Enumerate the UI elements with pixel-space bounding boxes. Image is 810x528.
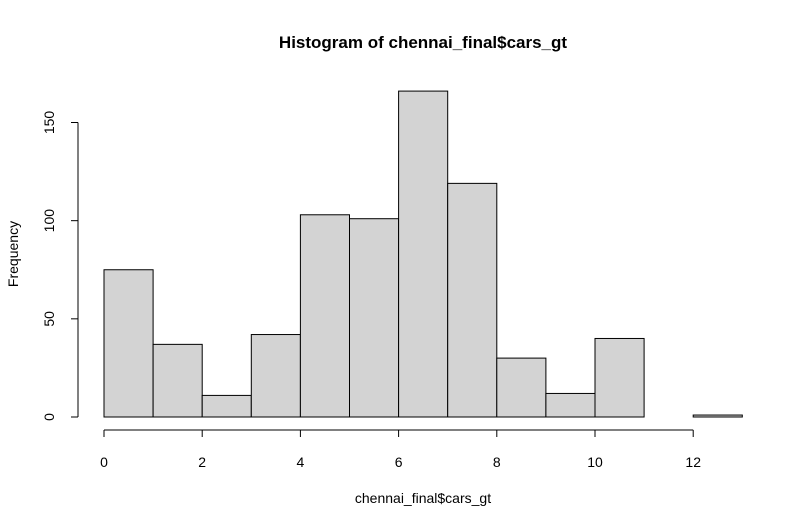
histogram-bar-0 — [103, 269, 154, 418]
y-axis: 0 50 100 150 — [41, 111, 79, 421]
histogram-bar-6 — [398, 90, 449, 418]
histogram-bar-9 — [545, 392, 596, 418]
histogram-bar-10 — [594, 337, 645, 418]
histogram-bar-3 — [250, 334, 301, 418]
chart-title: Histogram of chennai_final$cars_gt — [279, 33, 567, 52]
x-tick-label: 2 — [198, 454, 206, 470]
y-tick-label: 100 — [41, 209, 57, 233]
histogram-bar-12 — [692, 414, 743, 418]
x-axis-label: chennai_final$cars_gt — [355, 490, 491, 506]
y-tick-label: 0 — [41, 413, 57, 421]
x-tick-label: 0 — [100, 454, 108, 470]
x-tick-label: 4 — [297, 454, 305, 470]
histogram-bar-5 — [349, 218, 400, 418]
histogram-bar-2 — [201, 394, 252, 418]
x-axis: 0 2 4 6 8 10 12 — [100, 429, 701, 470]
y-tick-label: 50 — [41, 311, 57, 327]
x-tick-label: 8 — [493, 454, 501, 470]
histogram-bar-1 — [152, 343, 203, 418]
y-axis-label: Frequency — [5, 221, 21, 287]
x-tick-label: 6 — [395, 454, 403, 470]
histogram-bar-7 — [447, 182, 498, 418]
x-tick-label: 10 — [587, 454, 603, 470]
bars-layer — [103, 90, 743, 418]
histogram-bar-8 — [496, 357, 547, 418]
histogram-bar-4 — [299, 214, 350, 418]
x-tick-label: 12 — [685, 454, 701, 470]
y-tick-label: 150 — [41, 111, 57, 135]
